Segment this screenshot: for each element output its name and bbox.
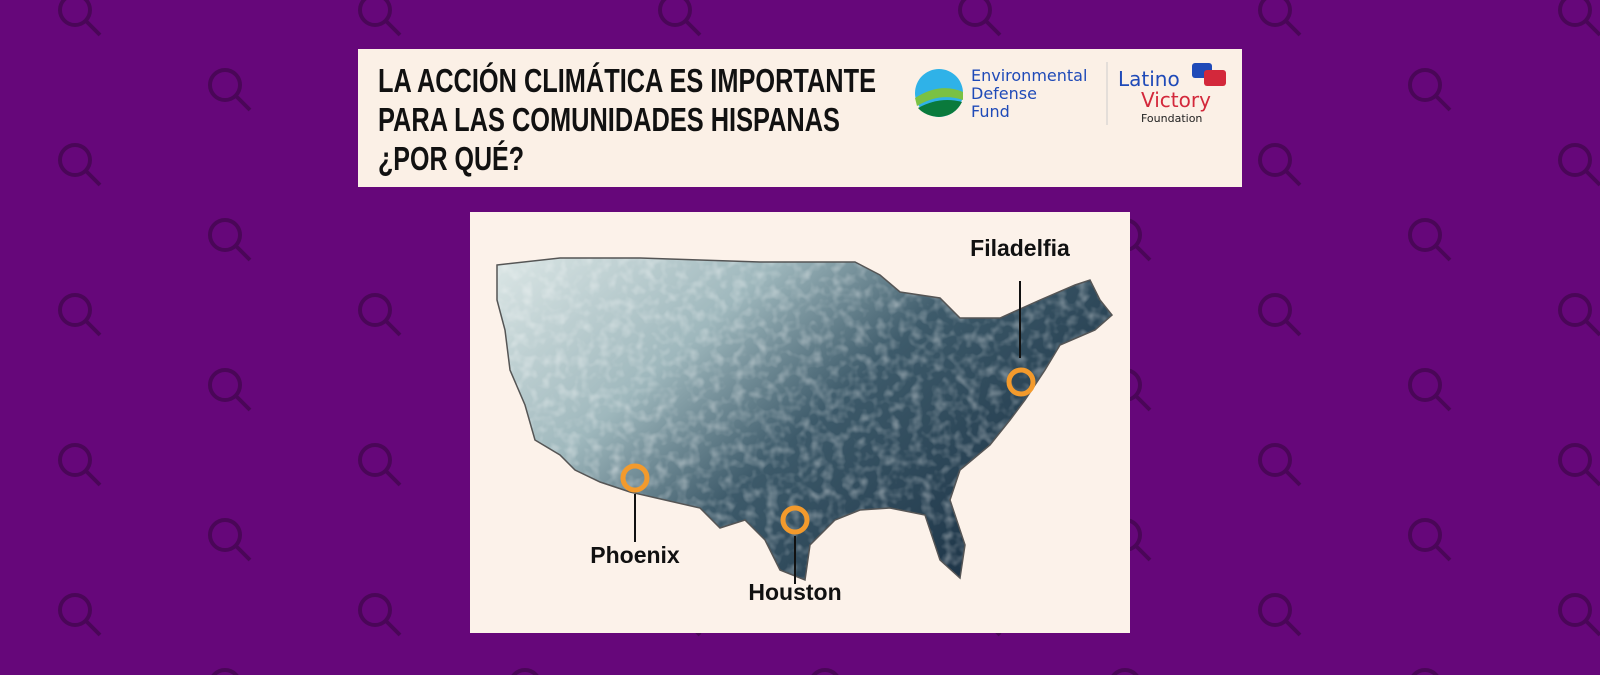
- title-line: PARA LAS COMUNIDADES HISPANAS: [378, 101, 840, 138]
- logo-text: Defense: [971, 84, 1037, 103]
- city-markers: [620, 367, 1036, 535]
- city-label: Filadelfia: [970, 235, 1070, 261]
- city-label: Houston: [748, 579, 841, 605]
- logo-text: Victory: [1141, 88, 1211, 112]
- edf-logo: Environmental Defense Fund: [915, 66, 1087, 121]
- header: [358, 49, 1242, 187]
- logo-text: Foundation: [1141, 112, 1202, 125]
- leader-lines: [634, 281, 1021, 584]
- title-line: ¿POR QUÉ?: [378, 140, 524, 177]
- logo-text: Environmental: [971, 66, 1087, 85]
- city-label: Phoenix: [590, 542, 680, 568]
- title-line: LA ACCIÓN CLIMÁTICA ES IMPORTANTE: [378, 62, 876, 99]
- us-outline: [496, 257, 1114, 582]
- lvf-logo: Latino Victory Foundation: [1118, 63, 1226, 125]
- logo-text: Latino: [1118, 67, 1180, 91]
- logo-text: Fund: [971, 102, 1010, 121]
